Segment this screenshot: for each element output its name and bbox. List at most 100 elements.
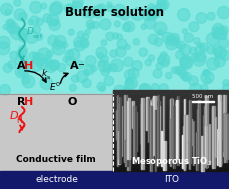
Bar [140, 103, 141, 144]
Bar [218, 101, 219, 166]
Circle shape [165, 72, 171, 79]
Circle shape [206, 58, 218, 70]
Bar [176, 101, 177, 158]
Circle shape [82, 34, 88, 40]
Bar [211, 109, 212, 163]
Circle shape [106, 2, 112, 8]
Bar [0, 94, 112, 171]
Text: A: A [17, 61, 25, 71]
Circle shape [177, 69, 186, 77]
Circle shape [162, 32, 172, 43]
Circle shape [204, 78, 210, 83]
Bar [116, 95, 117, 166]
Circle shape [6, 19, 15, 28]
Bar [218, 95, 220, 140]
Bar [169, 119, 171, 166]
Circle shape [5, 10, 11, 15]
Text: ITO: ITO [163, 176, 178, 184]
Circle shape [199, 43, 207, 52]
Circle shape [82, 79, 91, 88]
Circle shape [49, 3, 61, 16]
Bar [141, 98, 143, 169]
Bar [112, 131, 229, 135]
Circle shape [158, 84, 168, 93]
Bar [172, 106, 174, 168]
Circle shape [97, 83, 105, 91]
Bar [196, 109, 197, 170]
Circle shape [153, 69, 161, 78]
Bar [162, 96, 163, 159]
Text: H: H [24, 61, 33, 71]
Bar [170, 99, 172, 162]
Bar [142, 102, 143, 146]
Bar [112, 115, 229, 118]
Bar [112, 159, 229, 163]
Bar [0, 0, 229, 94]
Circle shape [19, 12, 27, 21]
Circle shape [95, 47, 107, 58]
Bar [220, 95, 221, 164]
Bar [147, 99, 148, 142]
Circle shape [172, 37, 178, 43]
Circle shape [77, 31, 84, 39]
Text: electrode: electrode [35, 176, 78, 184]
Circle shape [146, 11, 155, 21]
Circle shape [211, 23, 223, 35]
Bar [222, 95, 223, 156]
Bar [127, 98, 129, 157]
Circle shape [175, 42, 180, 48]
Bar [124, 95, 126, 162]
Circle shape [125, 77, 137, 89]
Circle shape [123, 87, 128, 92]
Circle shape [98, 60, 105, 67]
Bar [157, 95, 158, 165]
Bar [223, 113, 224, 162]
Circle shape [51, 19, 57, 25]
Circle shape [144, 17, 155, 29]
Circle shape [109, 64, 116, 72]
Circle shape [161, 59, 169, 67]
Bar [146, 97, 147, 130]
Circle shape [33, 53, 45, 65]
Bar [155, 102, 157, 157]
Circle shape [195, 13, 206, 23]
Bar [150, 100, 153, 160]
Text: $D$: $D$ [26, 25, 34, 36]
Bar [176, 96, 177, 165]
Circle shape [72, 2, 82, 12]
Circle shape [146, 7, 157, 17]
Bar [112, 110, 229, 114]
Circle shape [37, 57, 49, 69]
Bar [218, 101, 221, 166]
Circle shape [84, 64, 94, 75]
Circle shape [124, 70, 134, 80]
Bar [211, 106, 212, 168]
Circle shape [65, 50, 74, 59]
Circle shape [18, 65, 29, 76]
Circle shape [105, 32, 114, 41]
Circle shape [7, 20, 14, 27]
Circle shape [10, 51, 18, 59]
Bar [112, 98, 229, 102]
Circle shape [46, 51, 53, 57]
Bar [117, 109, 119, 164]
Bar [181, 135, 184, 168]
Circle shape [85, 29, 90, 34]
Circle shape [191, 54, 198, 61]
Circle shape [124, 21, 134, 32]
Circle shape [79, 39, 89, 48]
Circle shape [139, 84, 148, 93]
Circle shape [92, 22, 99, 28]
Text: $k$: $k$ [41, 67, 48, 78]
Bar [204, 96, 207, 159]
Circle shape [47, 14, 59, 26]
Bar [176, 96, 178, 165]
Bar [117, 103, 119, 130]
Bar [118, 98, 119, 163]
Bar [161, 131, 162, 166]
Circle shape [74, 37, 83, 47]
Bar [112, 106, 229, 110]
Circle shape [122, 23, 130, 31]
Bar [119, 106, 120, 156]
Bar [204, 96, 205, 159]
